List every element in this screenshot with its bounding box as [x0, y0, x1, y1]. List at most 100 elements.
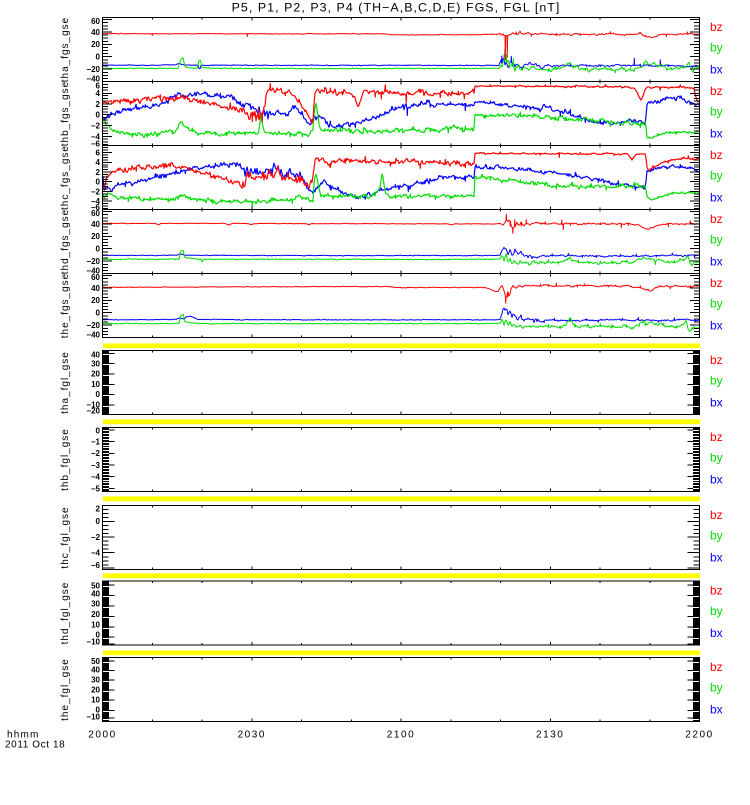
svg-text:2011 Oct 18: 2011 Oct 18 — [5, 740, 65, 751]
svg-text:−4: −4 — [91, 549, 101, 558]
svg-text:−4: −4 — [91, 473, 101, 482]
svg-text:20: 20 — [91, 610, 100, 619]
svg-text:20: 20 — [91, 232, 100, 241]
svg-text:0: 0 — [96, 426, 101, 435]
svg-text:60: 60 — [91, 273, 100, 282]
svg-text:−4: −4 — [91, 197, 101, 206]
svg-text:0: 0 — [96, 309, 101, 318]
svg-text:30: 30 — [91, 359, 100, 368]
svg-text:0: 0 — [96, 178, 101, 187]
svg-text:−6: −6 — [91, 139, 101, 148]
svg-text:−20: −20 — [86, 321, 100, 330]
svg-text:by: by — [710, 528, 723, 542]
svg-text:tha_fgl_gse: tha_fgl_gse — [60, 351, 71, 414]
svg-text:−2: −2 — [91, 187, 101, 196]
svg-text:2130: 2130 — [536, 730, 564, 741]
svg-text:20: 20 — [91, 40, 100, 49]
svg-text:thb_fgs_gse: thb_fgs_gse — [60, 81, 71, 147]
svg-text:by: by — [710, 168, 723, 182]
svg-text:bx: bx — [710, 254, 723, 268]
svg-text:50: 50 — [91, 657, 100, 666]
svg-text:6: 6 — [96, 82, 101, 91]
svg-text:−3: −3 — [91, 461, 101, 470]
svg-text:20: 20 — [91, 686, 100, 695]
svg-text:bz: bz — [710, 20, 723, 34]
svg-text:−40: −40 — [86, 75, 100, 84]
svg-text:−40: −40 — [86, 331, 100, 340]
svg-text:by: by — [710, 450, 723, 464]
svg-text:0: 0 — [96, 245, 101, 254]
svg-text:10: 10 — [91, 380, 100, 389]
svg-text:10: 10 — [91, 620, 100, 629]
svg-text:6: 6 — [96, 149, 101, 158]
svg-text:the_fgs_gse: the_fgs_gse — [60, 273, 71, 339]
svg-text:60: 60 — [91, 209, 100, 218]
svg-text:4: 4 — [96, 158, 101, 167]
svg-text:bz: bz — [710, 430, 723, 444]
svg-text:hhmm: hhmm — [7, 730, 40, 741]
svg-text:30: 30 — [91, 676, 100, 685]
svg-text:thc_fgs_gse: thc_fgs_gse — [60, 145, 71, 210]
svg-text:−2: −2 — [91, 533, 101, 542]
svg-text:bz: bz — [710, 660, 723, 674]
svg-text:4: 4 — [96, 89, 101, 98]
svg-text:−40: −40 — [86, 267, 100, 276]
svg-text:0: 0 — [96, 631, 101, 640]
svg-text:by: by — [710, 680, 723, 694]
svg-text:−20: −20 — [86, 407, 100, 416]
svg-text:bz: bz — [710, 353, 723, 367]
svg-text:by: by — [710, 296, 723, 310]
svg-text:−10: −10 — [86, 638, 100, 647]
svg-text:40: 40 — [91, 351, 100, 360]
svg-text:thd_fgs_gse: thd_fgs_gse — [60, 209, 71, 275]
svg-text:bx: bx — [710, 190, 723, 204]
svg-text:−20: −20 — [86, 65, 100, 74]
svg-text:−6: −6 — [91, 203, 101, 212]
svg-text:bz: bz — [710, 148, 723, 162]
svg-text:by: by — [710, 373, 723, 387]
svg-text:bz: bz — [710, 276, 723, 290]
svg-text:40: 40 — [91, 220, 100, 229]
svg-text:bz: bz — [710, 84, 723, 98]
svg-text:2200: 2200 — [685, 730, 713, 741]
svg-text:bx: bx — [710, 550, 723, 564]
svg-text:40: 40 — [91, 284, 100, 293]
svg-text:bx: bx — [710, 472, 723, 486]
svg-text:bx: bx — [710, 318, 723, 332]
svg-text:30: 30 — [91, 600, 100, 609]
svg-text:20: 20 — [91, 370, 100, 379]
svg-text:bx: bx — [710, 626, 723, 640]
svg-text:−2: −2 — [91, 121, 101, 130]
svg-text:20: 20 — [91, 296, 100, 305]
svg-text:bx: bx — [710, 62, 723, 76]
svg-text:by: by — [710, 104, 723, 118]
svg-text:2: 2 — [96, 504, 101, 513]
svg-text:40: 40 — [91, 590, 100, 599]
svg-text:bz: bz — [710, 508, 723, 522]
svg-text:bz: bz — [710, 212, 723, 226]
svg-text:−1: −1 — [91, 438, 101, 447]
svg-text:−5: −5 — [91, 484, 101, 493]
svg-text:0: 0 — [96, 706, 101, 715]
svg-text:bx: bx — [710, 395, 723, 409]
svg-text:2030: 2030 — [238, 730, 266, 741]
svg-text:−10: −10 — [86, 400, 100, 409]
svg-text:2: 2 — [96, 100, 101, 109]
svg-text:by: by — [710, 232, 723, 246]
svg-text:2100: 2100 — [387, 730, 415, 741]
svg-text:40: 40 — [91, 666, 100, 675]
svg-text:40: 40 — [91, 28, 100, 37]
svg-text:by: by — [710, 40, 723, 54]
svg-text:P5, P1, P2, P3, P4 (TH−A,B,C,D: P5, P1, P2, P3, P4 (TH−A,B,C,D,E) FGS, F… — [232, 1, 561, 15]
svg-text:2000: 2000 — [88, 730, 116, 741]
svg-text:0: 0 — [96, 390, 101, 399]
svg-text:60: 60 — [91, 17, 100, 26]
svg-text:0: 0 — [96, 111, 101, 120]
svg-text:−4: −4 — [91, 132, 101, 141]
svg-text:tha_fgs_gse: tha_fgs_gse — [60, 17, 71, 83]
svg-text:50: 50 — [91, 581, 100, 590]
svg-text:thd_fgl_gse: thd_fgl_gse — [60, 582, 71, 645]
svg-text:−20: −20 — [86, 257, 100, 266]
svg-text:thb_fgl_gse: thb_fgl_gse — [60, 428, 71, 491]
svg-text:0: 0 — [96, 53, 101, 62]
